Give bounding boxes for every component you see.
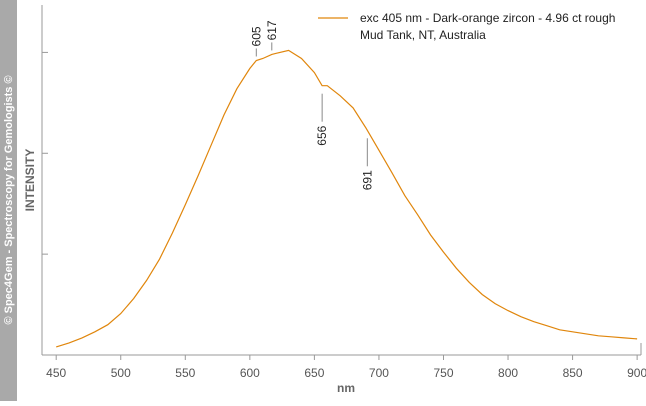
x-tick-label: 800 (498, 366, 518, 380)
x-tick-label: 550 (175, 366, 195, 380)
peak-label: 691 (360, 170, 374, 190)
watermark: © Spec4Gem - Spectroscopy for Gemologist… (3, 75, 15, 324)
x-tick-label: 500 (111, 366, 131, 380)
x-tick-label: 450 (46, 366, 66, 380)
x-tick-label: 600 (240, 366, 260, 380)
spectrum-line (56, 49, 638, 348)
peak-label: 656 (315, 125, 329, 145)
legend-note: Mud Tank, NT, Australia (360, 28, 486, 42)
x-tick-label: 900 (627, 366, 646, 380)
x-axis-label: nm (337, 381, 355, 395)
x-tick-label: 850 (563, 366, 583, 380)
legend-label: exc 405 nm - Dark-orange zircon - 4.96 c… (360, 11, 615, 25)
y-axis-label: INTENSITY (23, 149, 37, 212)
x-tick-label: 650 (304, 366, 324, 380)
watermark-bar (0, 0, 17, 401)
peak-label: 617 (265, 20, 279, 40)
peak-label: 605 (249, 26, 263, 46)
x-tick-label: 700 (369, 366, 389, 380)
x-tick-label: 750 (433, 366, 453, 380)
